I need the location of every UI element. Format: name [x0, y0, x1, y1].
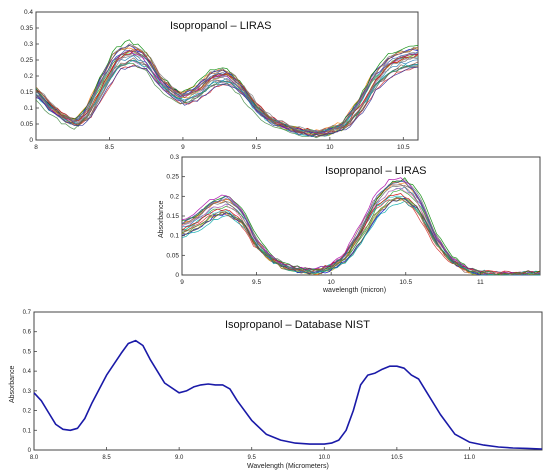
x-tick-label: 8: [34, 144, 38, 151]
x-tick-label: 10: [328, 279, 336, 286]
x-tick-label: 11.0: [464, 455, 476, 461]
y-tick-label: 0.25: [166, 174, 179, 181]
x-tick-label: 9: [181, 144, 185, 151]
spectrum-trace-line: [35, 60, 419, 136]
y-tick-label: 0: [175, 272, 179, 279]
x-ticks: 9 9.5 10 10.5 11: [180, 272, 484, 286]
chart-title: Isopropanol – Database NIST: [225, 319, 370, 331]
x-tick-label: 8.5: [102, 455, 111, 461]
top-panel-liras: 0 0.05 0.1 0.15 0.2 0.25 0.3 0.35 0.4 8 8.5 9 9.5 10…: [20, 9, 419, 151]
x-axis-label: Wavelength (Micrometers): [247, 463, 329, 470]
x-tick-label: 8.0: [30, 455, 39, 461]
y-tick-label: 0.25: [20, 57, 33, 64]
spectrum-trace-line: [181, 177, 541, 276]
chart-title: Isopropanol – LIRAS: [325, 165, 427, 177]
x-tick-label: 10: [326, 144, 334, 151]
y-tick-label: 0: [28, 448, 32, 454]
y-tick-label: 0.5: [23, 349, 32, 355]
y-tick-label: 0.05: [166, 252, 179, 259]
series-line: [33, 339, 543, 450]
y-tick-label: 0.3: [170, 154, 179, 161]
plot-frame: [33, 311, 543, 451]
x-ticks: 8 8.5 9 9.5 10 10.5: [34, 137, 410, 151]
y-tick-label: 0.2: [24, 73, 33, 80]
y-tick-label: 0: [29, 137, 33, 144]
spectrum-trace-line: [35, 52, 419, 133]
y-tick-label: 0.2: [170, 193, 179, 200]
x-tick-label: 10.5: [397, 144, 410, 151]
y-tick-label: 0.3: [24, 41, 33, 48]
y-tick-label: 0.3: [23, 389, 32, 395]
x-tick-label: 10.5: [391, 455, 403, 461]
spectra-traces: [35, 39, 419, 139]
y-tick-label: 0.05: [20, 121, 33, 128]
y-tick-label: 0.15: [166, 213, 179, 220]
x-tick-label: 9.5: [252, 144, 261, 151]
spectrum-trace-line: [35, 39, 419, 135]
spectrum-trace-line: [181, 185, 541, 276]
y-ticks: 0 0.05 0.1 0.15 0.2 0.25 0.3 0.35 0.4: [20, 9, 39, 144]
y-axis-label: Absorbance: [158, 201, 165, 238]
y-tick-label: 0.1: [23, 428, 32, 434]
y-tick-label: 0.4: [23, 369, 32, 375]
spectrum-trace-line: [35, 65, 419, 137]
y-tick-label: 0.6: [23, 330, 32, 336]
y-tick-label: 0.2: [23, 409, 32, 415]
y-ticks: 0 0.1 0.2 0.3 0.4 0.5 0.6 0.7: [23, 310, 37, 454]
y-tick-label: 0.1: [170, 233, 179, 240]
x-tick-label: 11: [477, 279, 484, 286]
x-tick-label: 9.5: [252, 279, 261, 286]
spectrum-trace: [33, 339, 543, 450]
spectrum-trace-line: [35, 54, 419, 133]
x-tick-label: 10.0: [318, 455, 330, 461]
y-tick-label: 0.4: [24, 9, 33, 16]
x-axis-label: wavelength (micron): [322, 287, 386, 294]
y-tick-label: 0.35: [20, 25, 33, 32]
x-tick-label: 10.5: [399, 279, 412, 286]
y-tick-label: 0.15: [20, 89, 33, 96]
y-axis-label: Absorbance: [9, 366, 16, 403]
spectrum-trace-line: [35, 49, 418, 137]
y-tick-label: 0.1: [24, 105, 33, 112]
bottom-panel-nist: 0 0.1 0.2 0.3 0.4 0.5 0.6 0.7 8.0 8.5 9.0 9.5 10.0 1…: [9, 310, 543, 470]
x-tick-label: 9.5: [248, 455, 257, 461]
x-tick-label: 8.5: [105, 144, 114, 151]
x-tick-label: 9: [180, 279, 184, 286]
x-ticks: 8.0 8.5 9.0 9.5 10.0 10.5 11.0: [30, 447, 476, 461]
y-ticks: 0 0.05 0.1 0.15 0.2 0.25 0.3: [166, 154, 185, 279]
chart-title: Isopropanol – LIRAS: [170, 20, 272, 32]
middle-panel-liras: 0 0.05 0.1 0.15 0.2 0.25 0.3 9 9.5 10 10.5 11 Isop…: [158, 154, 541, 294]
y-tick-label: 0.7: [23, 310, 32, 316]
x-tick-label: 9.0: [175, 455, 184, 461]
